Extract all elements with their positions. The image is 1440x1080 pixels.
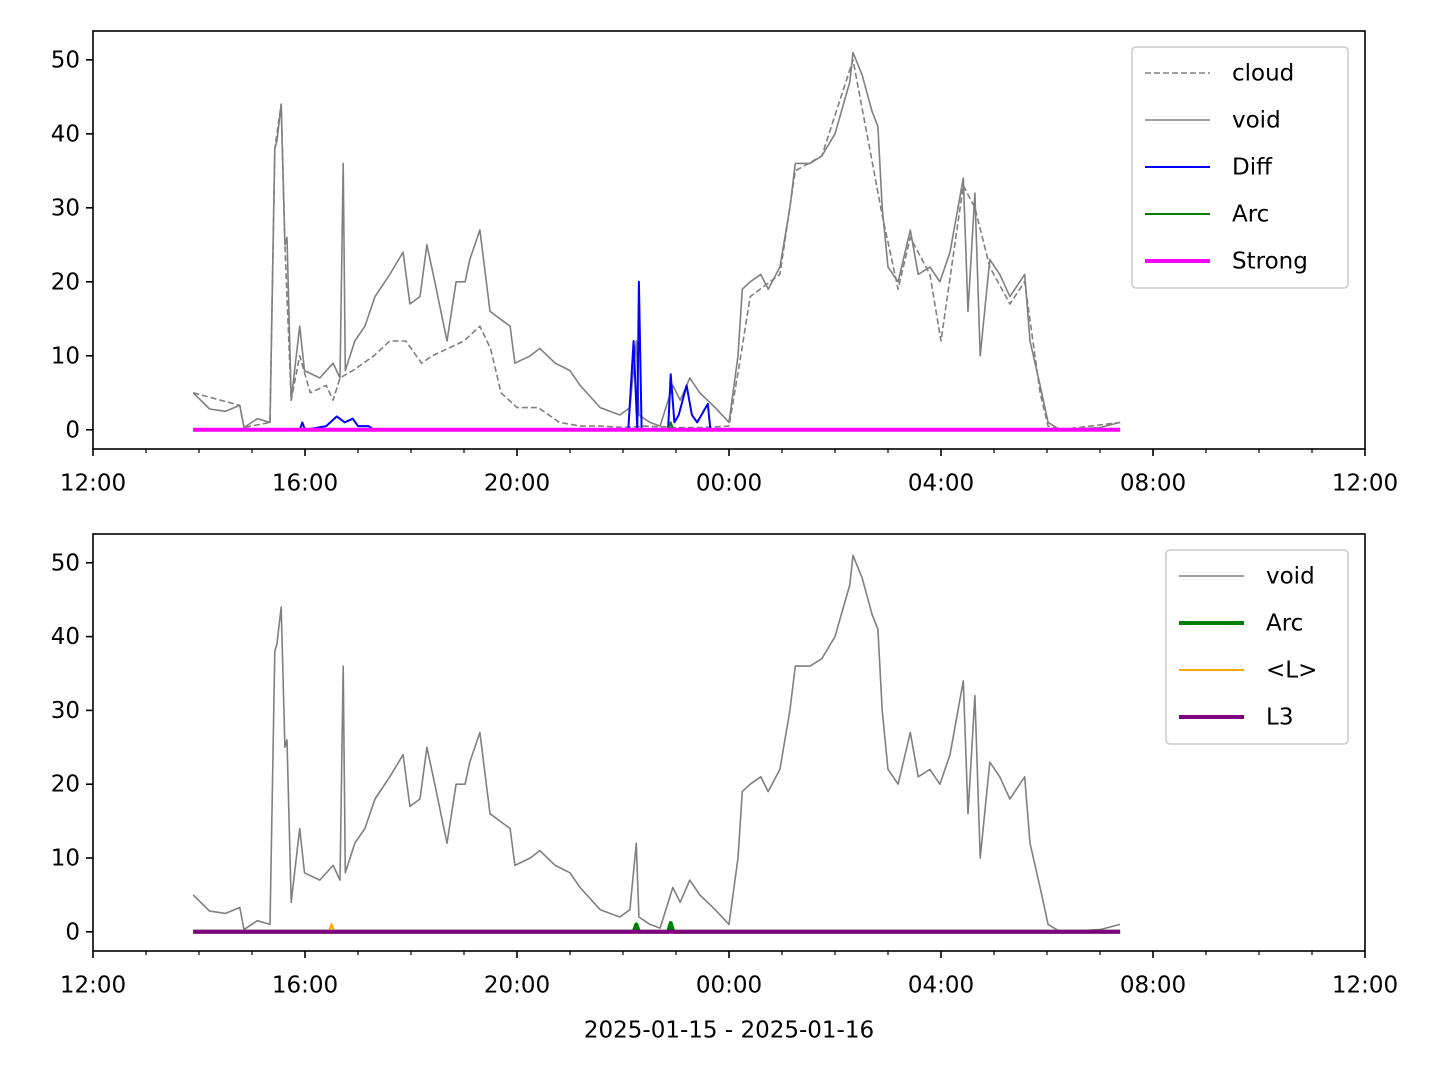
y-tick-label: 20 <box>51 772 80 798</box>
axes-frame <box>92 30 1366 450</box>
series-line <box>192 59 1121 431</box>
x-tick-label: 12:00 <box>60 471 126 497</box>
x-tick-label: 04:00 <box>908 973 974 999</box>
legend-label: void <box>1232 108 1281 134</box>
y-tick-label: 40 <box>51 624 80 650</box>
legend-label: cloud <box>1232 61 1294 87</box>
series-line <box>192 554 1121 933</box>
y-tick-label: 20 <box>51 269 80 295</box>
x-axis-label: 2025-01-15 - 2025-01-16 <box>584 1018 874 1044</box>
x-tick-label: 00:00 <box>696 973 762 999</box>
legend-label: Diff <box>1232 155 1273 181</box>
legend-label: Strong <box>1232 249 1308 275</box>
x-tick-label: 12:00 <box>1332 973 1398 999</box>
y-tick-label: 10 <box>51 343 80 369</box>
y-tick-label: 50 <box>51 47 80 73</box>
y-tick-label: 30 <box>51 698 80 724</box>
series-line <box>192 51 1121 431</box>
y-tick-label: 50 <box>51 550 80 576</box>
y-tick-label: 0 <box>65 919 80 945</box>
legend-label: L3 <box>1266 705 1293 731</box>
x-tick-label: 08:00 <box>1120 471 1186 497</box>
x-tick-label: 16:00 <box>272 973 338 999</box>
legend-box <box>1165 549 1349 745</box>
x-tick-label: 00:00 <box>696 471 762 497</box>
x-tick-label: 04:00 <box>908 471 974 497</box>
legend-label: Arc <box>1232 202 1269 228</box>
x-tick-label: 12:00 <box>1332 471 1398 497</box>
legend-label: Arc <box>1266 611 1303 637</box>
x-tick-label: 12:00 <box>60 973 126 999</box>
x-tick-label: 20:00 <box>484 471 550 497</box>
y-tick-label: 30 <box>51 195 80 221</box>
x-tick-label: 20:00 <box>484 973 550 999</box>
y-tick-label: 10 <box>51 846 80 872</box>
axes-frame <box>92 533 1366 952</box>
series-line <box>193 280 1121 431</box>
x-tick-label: 16:00 <box>272 471 338 497</box>
y-tick-label: 40 <box>51 121 80 147</box>
legend-label: void <box>1266 564 1315 590</box>
legend-box <box>1131 46 1349 289</box>
legend-label: <L> <box>1266 658 1317 684</box>
y-tick-label: 0 <box>65 417 80 443</box>
x-tick-label: 08:00 <box>1120 973 1186 999</box>
